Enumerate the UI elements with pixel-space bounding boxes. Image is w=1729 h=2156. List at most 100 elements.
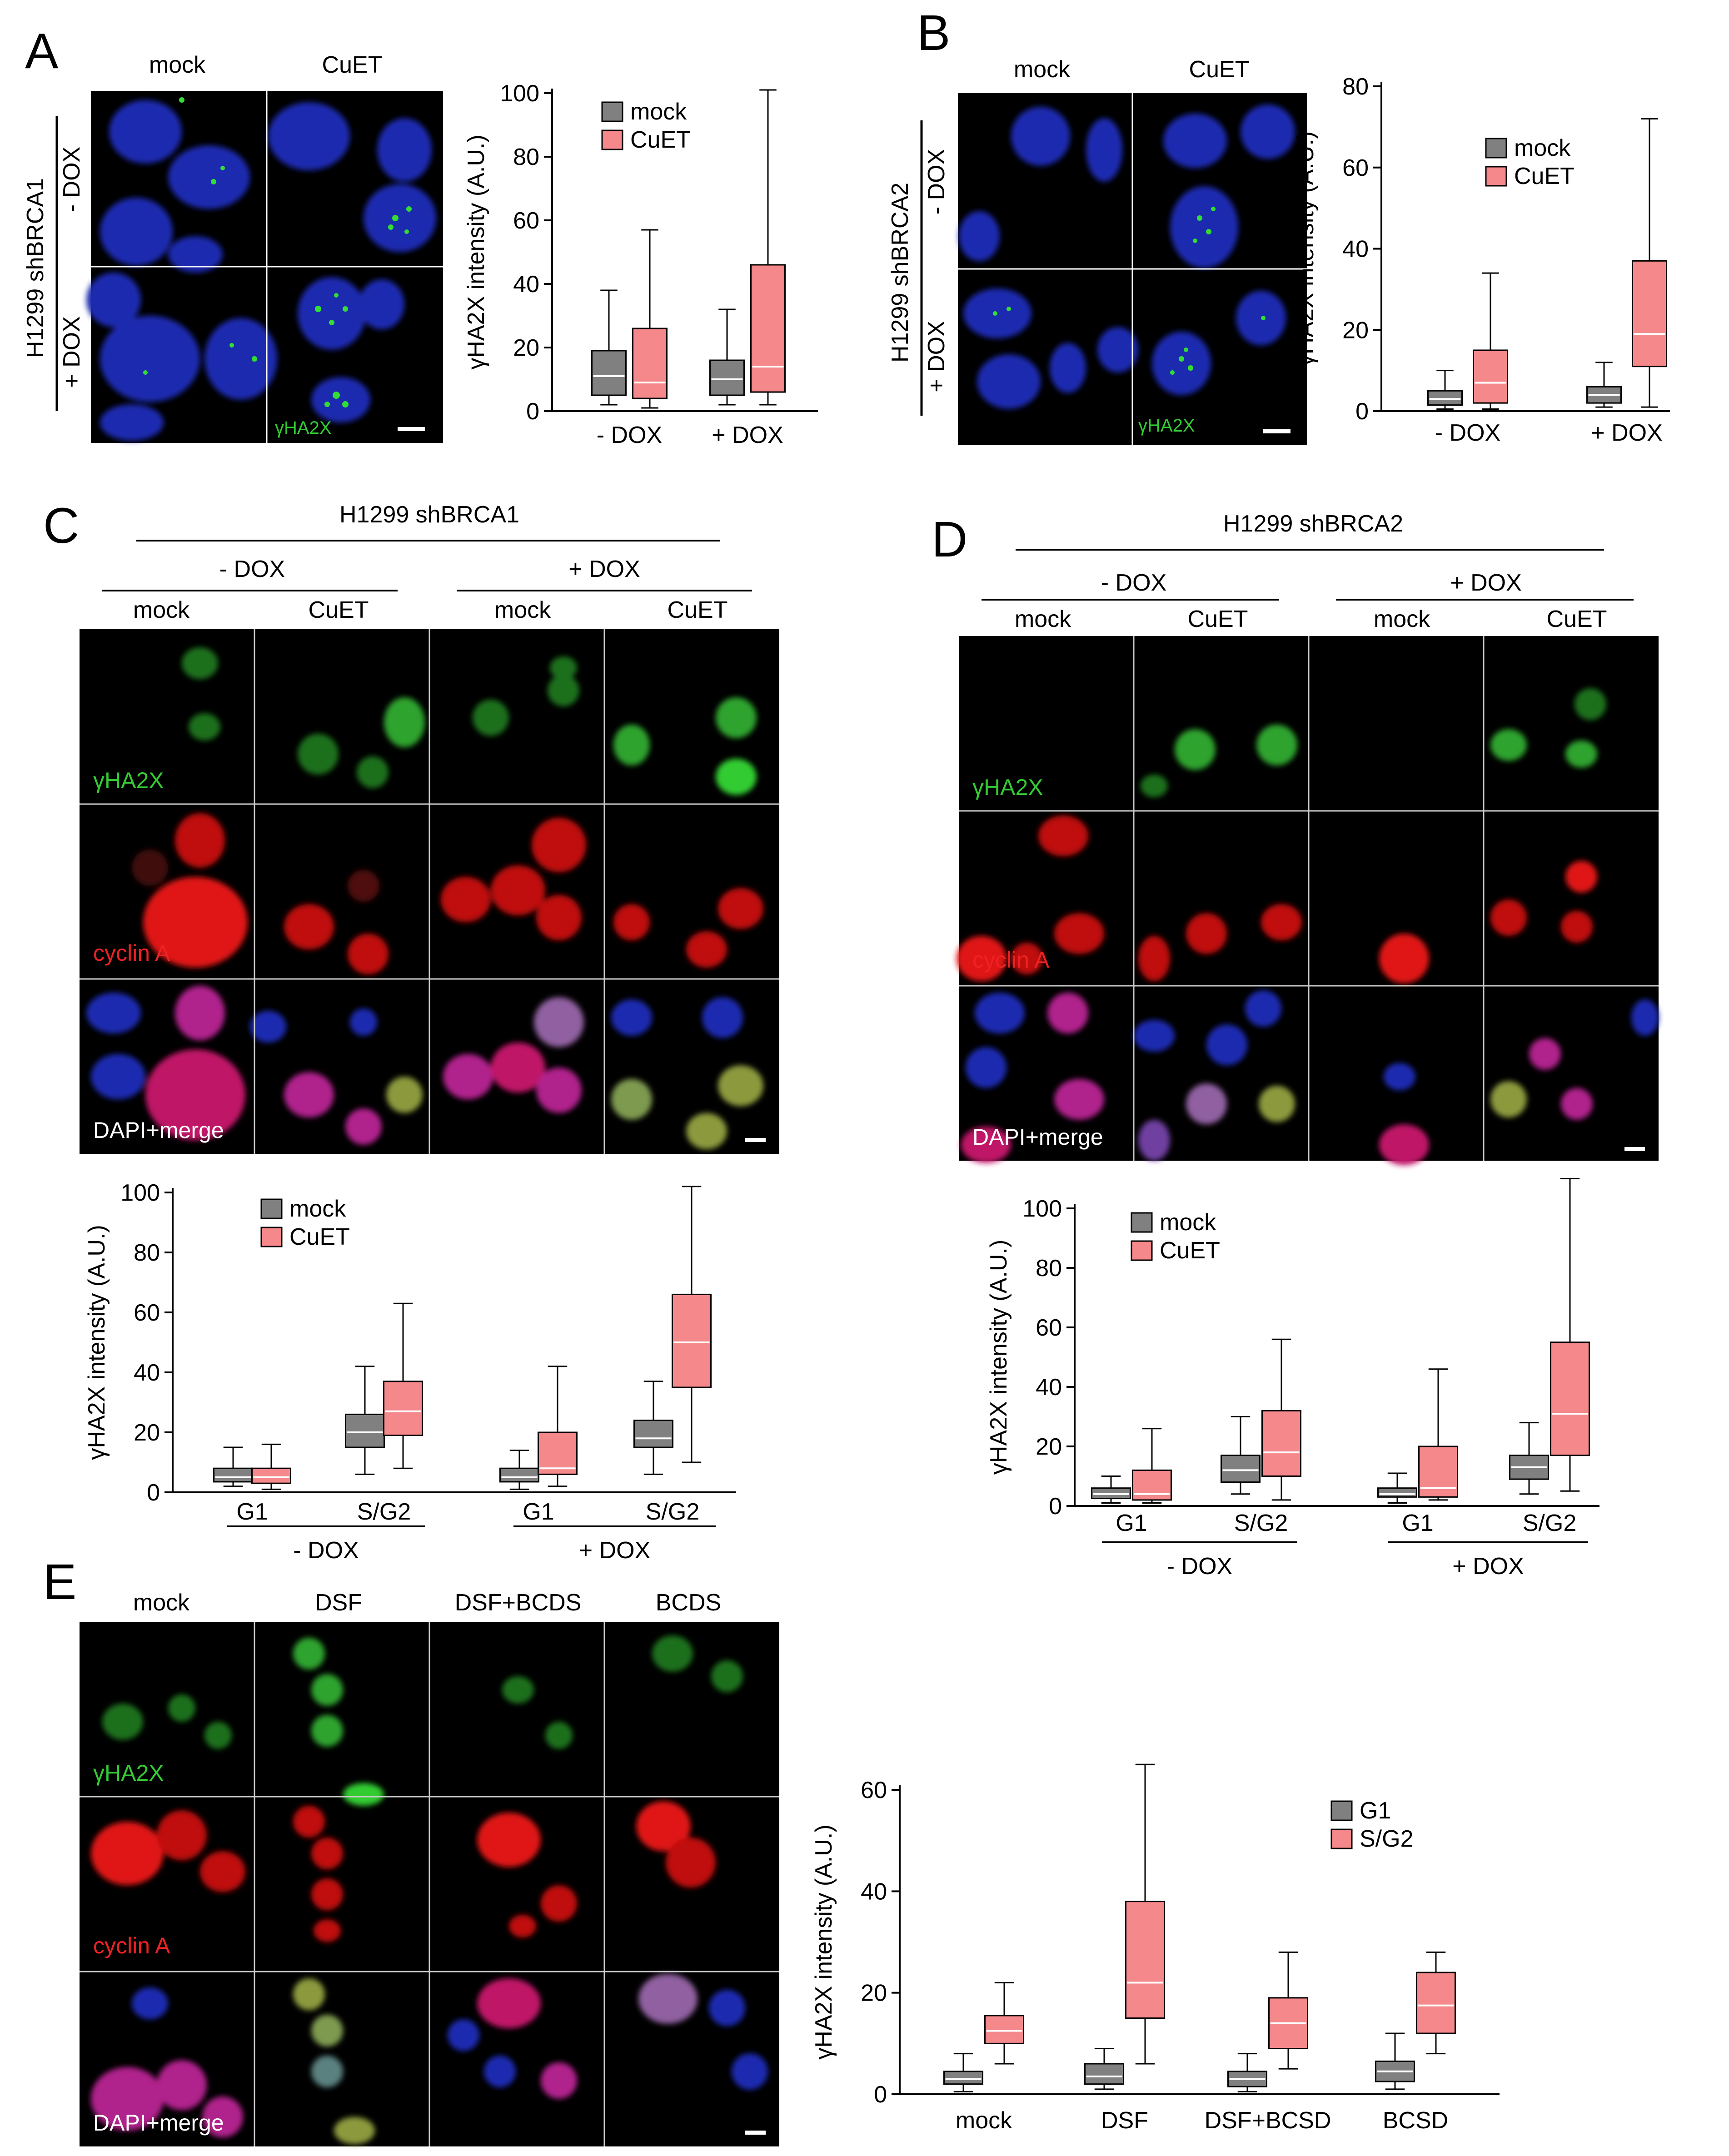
y-axis-label: γHA2X intensity (A.U.) <box>986 1240 1012 1475</box>
panel-c-group-plus-dox: + DOX <box>568 556 640 582</box>
legend-swatch <box>1330 1800 1353 1821</box>
panel-b-stain-label: γHA2X <box>1138 416 1195 436</box>
box-plot <box>1509 1422 1549 1495</box>
y-tick-label: 20 <box>861 1980 887 2007</box>
panel-b-nuclei <box>959 104 1295 409</box>
panel-d-group-plus-dox: + DOX <box>1450 570 1522 596</box>
legend-swatch <box>1131 1212 1153 1233</box>
box-plot <box>1132 1428 1172 1504</box>
panel-d-row-label-merge: DAPI+merge <box>972 1124 1103 1150</box>
y-tick-label: 40 <box>1036 1374 1062 1401</box>
panel-c-col-label-1: mock <box>133 597 190 623</box>
box-plot <box>1221 1416 1261 1495</box>
panel-b-letter: B <box>917 5 950 61</box>
panel-b-col-label-mock: mock <box>1014 56 1071 83</box>
y-tick-label: 20 <box>134 1420 160 1446</box>
legend-label: CuET <box>1514 163 1575 189</box>
axes-D: 0 20 40 60 80 100 γHA2X intensity (A.U.) G1 S/G2… <box>986 1196 1599 1580</box>
box-iqr <box>1377 1487 1417 1498</box>
legend-swatch <box>601 101 623 122</box>
box-iqr <box>1418 1446 1458 1498</box>
box-plot <box>383 1302 423 1469</box>
y-axis-label: γHA2X intensity (A.U.) <box>84 1225 110 1460</box>
group-label: + DOX <box>1452 1553 1524 1580</box>
group-label: - DOX <box>293 1537 359 1564</box>
panel-c-col-label-3: mock <box>494 597 551 623</box>
series-cuet: CuET <box>1473 118 1667 410</box>
box-iqr <box>383 1381 423 1436</box>
y-tick-label: 0 <box>874 2081 887 2108</box>
panel-a-row-label-minus-dox: - DOX <box>59 147 85 212</box>
axes-C: 0 20 40 60 80 100 γHA2X intensity (A.U.) G1 S/G2… <box>84 1180 736 1564</box>
panel-b-col-label-cuet: CuET <box>1189 56 1250 83</box>
panel-a-gh2ax-foci <box>143 97 412 407</box>
y-tick-label: 100 <box>120 1180 160 1206</box>
box-iqr <box>591 350 627 396</box>
panel-c-row-label-cyclin: cyclin A <box>93 940 170 966</box>
x-category-label: S/G2 <box>646 1499 700 1525</box>
box-plot <box>1416 1951 1456 2055</box>
legend-label: mock <box>630 99 687 125</box>
y-tick-label: 40 <box>513 271 539 298</box>
series-s-g2: S/G2 <box>984 1764 1456 2070</box>
box-plot <box>213 1446 253 1487</box>
box-iqr <box>1473 349 1508 404</box>
y-axis-label: γHA2X intensity (A.U.) <box>811 1824 837 2059</box>
y-tick-label: 20 <box>513 335 539 361</box>
box-plot <box>538 1366 578 1487</box>
x-category-label: S/G2 <box>357 1499 411 1525</box>
box-plot <box>1261 1338 1301 1501</box>
panel-a-cell-line: H1299 shBRCA1 <box>22 178 49 358</box>
x-category-label: S/G2 <box>1234 1510 1288 1536</box>
axes-B: 0 20 40 60 80 γHA2X intensity (A.U.) - DOX + DO… <box>1292 74 1670 446</box>
panel-b-micrographs: γHA2X <box>958 93 1307 445</box>
panel-c-group-minus-dox: - DOX <box>219 556 285 582</box>
panel-c-title: H1299 shBRCA1 <box>339 502 519 528</box>
y-axis-label: γHA2X intensity (A.U.) <box>1292 131 1319 366</box>
box-iqr <box>1125 1901 1165 2019</box>
panel-b-cell-line: H1299 shBRCA2 <box>887 183 913 363</box>
box-iqr <box>1084 2063 1124 2085</box>
box-plot <box>943 2053 983 2092</box>
box-iqr <box>984 2015 1024 2044</box>
box-plot <box>633 1381 673 1475</box>
y-tick-label: 80 <box>513 144 539 170</box>
box-plot <box>1550 1178 1590 1492</box>
series-cuet: CuET <box>251 1186 712 1490</box>
panel-e-row1-signal <box>102 1635 743 1806</box>
panel-c-scale-bar <box>745 1138 766 1142</box>
group-label: - DOX <box>1167 1553 1232 1580</box>
panel-e-row-label-merge: DAPI+merge <box>93 2110 224 2136</box>
panel-d-scale-bar <box>1624 1147 1645 1151</box>
box-iqr <box>633 1420 673 1448</box>
y-tick-label: 0 <box>147 1480 160 1506</box>
box-plot <box>1377 1472 1417 1504</box>
y-tick-label: 60 <box>1342 155 1369 181</box>
series-g1: G1 <box>943 1798 1415 2092</box>
panel-b: B mock CuET H1299 shBRCA2 - DOX + DOX <box>887 5 1307 445</box>
series-mock: mock <box>591 99 745 406</box>
legend-label: mock <box>1160 1209 1216 1236</box>
panel-c-row2-signal <box>132 813 763 974</box>
panel-e-row2-signal <box>91 1801 716 1942</box>
series-mock: mock <box>213 1196 673 1490</box>
y-tick-label: 100 <box>1022 1196 1062 1222</box>
box-plot <box>1125 1764 1165 2065</box>
box-plot <box>345 1366 385 1475</box>
y-tick-label: 80 <box>1342 74 1369 100</box>
box-plot <box>591 289 627 406</box>
y-tick-label: 20 <box>1036 1434 1062 1460</box>
panel-e-col-label-2: DSF <box>315 1590 362 1616</box>
legend-swatch <box>601 129 623 150</box>
x-category-label: DSF <box>1101 2107 1148 2134</box>
box-iqr <box>1550 1341 1590 1456</box>
panel-a-col-label-cuet: CuET <box>322 52 383 78</box>
panel-a-scale-bar <box>398 427 425 431</box>
axes-E: 0 20 40 60 γHA2X intensity (A.U.) mock DSF DSF+… <box>811 1777 1500 2134</box>
panel-d-row-label-gh2ax: γHA2X <box>972 775 1043 800</box>
panel-e-letter: E <box>43 1554 76 1610</box>
panel-d-grid-lines <box>959 636 1659 1161</box>
panel-c-micrographs: γHA2X cyclin A DAPI+merge <box>80 629 779 1154</box>
panel-e-col-label-1: mock <box>133 1590 190 1616</box>
